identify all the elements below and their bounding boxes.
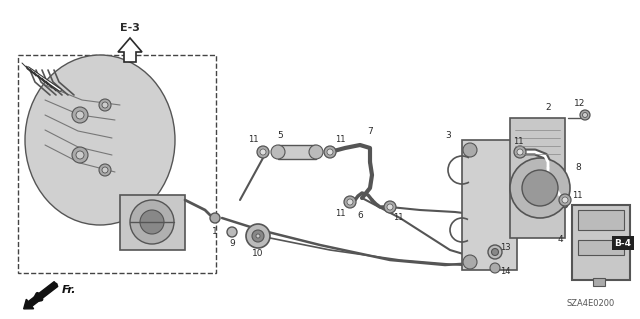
Circle shape bbox=[488, 245, 502, 259]
Bar bbox=[593, 278, 605, 286]
Circle shape bbox=[246, 224, 270, 248]
Circle shape bbox=[517, 149, 523, 155]
Text: B-4: B-4 bbox=[614, 239, 632, 248]
Text: 11: 11 bbox=[513, 137, 524, 145]
Bar bbox=[510, 118, 565, 238]
Circle shape bbox=[384, 201, 396, 213]
Circle shape bbox=[76, 151, 84, 159]
Circle shape bbox=[76, 111, 84, 119]
Bar bbox=[572, 205, 630, 280]
Circle shape bbox=[257, 146, 269, 158]
Circle shape bbox=[347, 199, 353, 205]
Circle shape bbox=[492, 249, 499, 256]
Text: 11: 11 bbox=[393, 212, 403, 221]
Circle shape bbox=[252, 230, 264, 242]
Circle shape bbox=[580, 110, 590, 120]
Circle shape bbox=[140, 210, 164, 234]
Circle shape bbox=[490, 263, 500, 273]
Text: 12: 12 bbox=[574, 99, 586, 108]
Bar bbox=[18, 55, 216, 273]
Text: 7: 7 bbox=[367, 128, 373, 137]
Circle shape bbox=[324, 146, 336, 158]
Polygon shape bbox=[118, 38, 142, 62]
Circle shape bbox=[309, 145, 323, 159]
Circle shape bbox=[99, 99, 111, 111]
Circle shape bbox=[271, 145, 285, 159]
Circle shape bbox=[562, 197, 568, 203]
Circle shape bbox=[463, 255, 477, 269]
Circle shape bbox=[387, 204, 393, 210]
Circle shape bbox=[582, 113, 588, 117]
Text: 3: 3 bbox=[445, 130, 451, 139]
Text: 2: 2 bbox=[545, 103, 551, 113]
Ellipse shape bbox=[25, 55, 175, 225]
FancyArrow shape bbox=[24, 282, 58, 309]
Circle shape bbox=[210, 213, 220, 223]
Circle shape bbox=[72, 147, 88, 163]
Text: Fr.: Fr. bbox=[62, 285, 77, 295]
Text: 6: 6 bbox=[357, 211, 363, 219]
Text: 11: 11 bbox=[335, 136, 345, 145]
Text: 14: 14 bbox=[500, 268, 510, 277]
Circle shape bbox=[256, 234, 260, 238]
Text: 11: 11 bbox=[572, 191, 582, 201]
Circle shape bbox=[227, 227, 237, 237]
Text: 13: 13 bbox=[500, 243, 510, 253]
Text: 8: 8 bbox=[575, 164, 581, 173]
Text: 9: 9 bbox=[229, 240, 235, 249]
Circle shape bbox=[522, 170, 558, 206]
Text: 5: 5 bbox=[277, 130, 283, 139]
Circle shape bbox=[260, 149, 266, 155]
Bar bbox=[578, 240, 624, 255]
Bar bbox=[278, 145, 316, 159]
Circle shape bbox=[510, 158, 570, 218]
Circle shape bbox=[327, 149, 333, 155]
Circle shape bbox=[99, 164, 111, 176]
Bar bbox=[578, 210, 624, 230]
Text: 11: 11 bbox=[248, 136, 259, 145]
Bar bbox=[120, 195, 185, 250]
Circle shape bbox=[344, 196, 356, 208]
Circle shape bbox=[102, 102, 108, 108]
Circle shape bbox=[514, 146, 526, 158]
Circle shape bbox=[102, 167, 108, 173]
Text: E-3: E-3 bbox=[120, 23, 140, 33]
Text: 1: 1 bbox=[212, 227, 218, 236]
Text: 10: 10 bbox=[252, 249, 264, 257]
Circle shape bbox=[72, 107, 88, 123]
Circle shape bbox=[463, 143, 477, 157]
Text: SZA4E0200: SZA4E0200 bbox=[567, 299, 615, 308]
Circle shape bbox=[559, 194, 571, 206]
Bar bbox=[462, 140, 517, 270]
Text: 11: 11 bbox=[335, 209, 345, 218]
Circle shape bbox=[130, 200, 174, 244]
Text: 4: 4 bbox=[557, 235, 563, 244]
